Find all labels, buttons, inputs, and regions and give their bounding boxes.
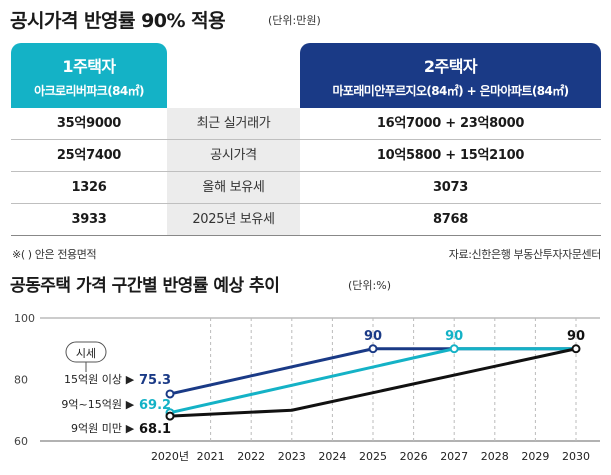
table-row: 3933 2025년 보유세 8768 [11,204,601,235]
cell-right: 3073 [433,180,468,195]
x-tick-label: 2025 [359,450,387,463]
header-right-sub: 마포래미안푸르지오(84㎡) + 은마아파트(84㎡) [332,84,569,98]
series-name-label: 9억~15억원 [61,398,122,411]
cell-left: 35억9000 [56,116,122,131]
source-note: 자료:신한은행 부동산투자자문센터 [448,248,602,261]
series-name-label: 15억원 이상 [64,373,122,386]
cell-right: 16억7000 + 23억8000 [376,116,525,131]
cell-left: 25억7400 [56,148,122,163]
cell-right: 8768 [433,212,468,227]
x-tick-label: 2026 [400,450,428,463]
cell-right: 10억5800 + 15억2100 [376,148,525,163]
chart-title: 공동주택 가격 구간별 반영률 예상 추이 [10,276,280,296]
x-tick-label: 2024 [318,450,346,463]
series-end-marker [571,344,581,354]
table-unit: (단위:만원) [268,14,321,27]
header-two-house-owner: 2주택자 마포래미안푸르지오(84㎡) + 은마아파트(84㎡) [300,43,601,108]
series-arrow-icon: ▶ [126,373,135,386]
x-tick-label: 2023 [278,450,306,463]
row-divider [11,235,601,236]
series-line [169,347,577,418]
header-one-house-owner: 1주택자 아크로리버파크(84㎡) [11,43,167,108]
header-right-main: 2주택자 [423,57,478,76]
x-tick-label: 2021 [197,450,225,463]
cell-label: 2025년 보유세 [167,204,300,235]
series-start-value: 69.2 [139,398,171,413]
row-divider [11,139,601,140]
series-start-marker [165,389,175,399]
series-end-marker [449,344,459,354]
x-tick-label: 2027 [440,450,468,463]
chart-unit: (단위:%) [348,279,391,292]
x-tick-label: 2028 [481,450,509,463]
table-row: 25억7400 공시가격 10억5800 + 15억2100 [11,140,601,171]
series-end-label: 90 [567,329,585,344]
series-arrow-icon: ▶ [126,422,135,435]
y-tick-label: 80 [14,374,28,387]
cell-label: 공시가격 [167,140,300,171]
table-title: 공시가격 반영률 90% 적용 [10,10,226,32]
legend-title: 시세 [76,347,96,360]
series-end-label: 90 [364,329,382,344]
series-arrow-icon: ▶ [126,398,135,411]
y-tick-label: 100 [14,312,35,325]
x-tick-label: 2022 [237,450,265,463]
row-divider [11,203,601,204]
series-start-marker [165,411,175,421]
cell-label: 올해 보유세 [167,172,300,203]
cell-left: 1326 [71,180,107,195]
table-row: 1326 올해 보유세 3073 [11,172,601,203]
x-tick-label: 2020년 [151,450,189,463]
table-row: 35억9000 최근 실거래가 16억7000 + 23억8000 [11,108,601,139]
x-tick-label: 2030 [562,450,590,463]
series-name-label: 9억원 미만 [71,422,122,435]
series-start-value: 68.1 [139,422,171,437]
series-start-value: 75.3 [139,373,171,388]
header-left-main: 1주택자 [62,57,116,76]
series-end-marker [368,344,378,354]
y-tick-label: 60 [14,435,28,448]
header-left-sub: 아크로리버파크(84㎡) [34,84,144,98]
row-divider [11,171,601,172]
series-end-label: 90 [445,329,463,344]
x-tick-label: 2029 [521,450,549,463]
cell-left: 3933 [71,212,107,227]
area-note: ※( ) 안은 전용면적 [12,248,97,261]
cell-label: 최근 실거래가 [167,108,300,139]
